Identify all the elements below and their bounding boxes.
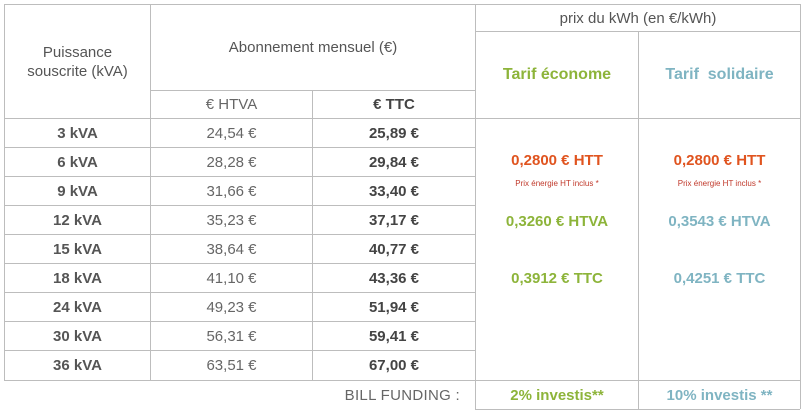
ttc-cell: 37,17 €	[368, 211, 420, 229]
tarif-econome-label: Tarif économe	[502, 66, 612, 83]
ttc-cell: 51,94 €	[368, 298, 420, 316]
ttc-cell: 25,89 €	[368, 124, 420, 142]
kva-cell: 3 kVA	[57, 124, 98, 142]
econome-ttc-price: 0,3912 € TTC	[511, 269, 603, 287]
econome-htva-price: 0,3260 € HTVA	[505, 212, 609, 230]
solidaire-invest-value: 10% investis **	[666, 386, 773, 404]
htva-cell: 41,10 €	[206, 269, 257, 287]
ttc-cell: 67,00 €	[368, 357, 420, 374]
tarif-solidaire-label: Tarif solidaire	[665, 66, 774, 83]
kva-cell: 9 kVA	[57, 182, 98, 200]
tarif-econome-header: Tarif économe	[476, 32, 638, 118]
htva-cell: 31,66 €	[206, 182, 257, 200]
htva-cell: 63,51 €	[206, 357, 257, 374]
ttc-cell: 59,41 €	[368, 327, 420, 345]
htva-cell: 38,64 €	[206, 240, 257, 258]
kva-cell: 24 kVA	[53, 298, 102, 316]
econome-htt-price: 0,2800 € HTT	[511, 151, 603, 169]
solidaire-ttc-price: 0,4251 € TTC	[673, 269, 766, 287]
ttc-cell: 43,36 €	[368, 269, 420, 287]
ttc-cell: 29,84 €	[368, 153, 420, 171]
solidaire-htt-price: 0,2800 € HTT	[673, 151, 766, 169]
econome-energy-note: Prix énergie HT inclus *	[515, 178, 599, 188]
kva-cell: 36 kVA	[53, 357, 102, 374]
ttc-column-header: € TTC	[313, 91, 475, 118]
abonnement-header: Abonnement mensuel (€)	[151, 5, 475, 90]
abonnement-header-label: Abonnement mensuel (€)	[228, 39, 398, 56]
bill-funding-label: BILL FUNDING :	[344, 386, 460, 404]
kva-cell: 15 kVA	[53, 240, 102, 258]
htva-cell: 56,31 €	[206, 327, 257, 345]
solidaire-energy-note: Prix énergie HT inclus *	[677, 178, 762, 188]
ttc-column-label: € TTC	[373, 96, 415, 113]
ttc-cell: 33,40 €	[368, 182, 420, 200]
econome-invest-value: 2% investis**	[510, 386, 604, 404]
kva-cell: 18 kVA	[53, 269, 102, 287]
htva-cell: 49,23 €	[206, 298, 257, 316]
solidaire-htva-price: 0,3543 € HTVA	[668, 212, 771, 230]
htva-column-header: € HTVA	[151, 91, 312, 118]
puissance-header: Puissance souscrite (kVA)	[5, 5, 150, 118]
tarif-solidaire-header: Tarif solidaire	[639, 32, 800, 118]
htva-cell: 35,23 €	[206, 211, 257, 229]
prix-kwh-label: prix du kWh (en €/kWh)	[559, 9, 717, 27]
ttc-cell: 40,77 €	[368, 240, 420, 258]
prix-kwh-header: prix du kWh (en €/kWh)	[476, 5, 800, 31]
htva-column-label: € HTVA	[205, 96, 258, 113]
kva-cell: 30 kVA	[53, 327, 102, 345]
htva-cell: 24,54 €	[206, 124, 257, 142]
kva-cell: 6 kVA	[57, 153, 98, 171]
kva-cell: 12 kVA	[53, 211, 102, 229]
htva-cell: 28,28 €	[206, 153, 257, 171]
puissance-header-label: Puissance souscrite (kVA)	[27, 43, 128, 80]
